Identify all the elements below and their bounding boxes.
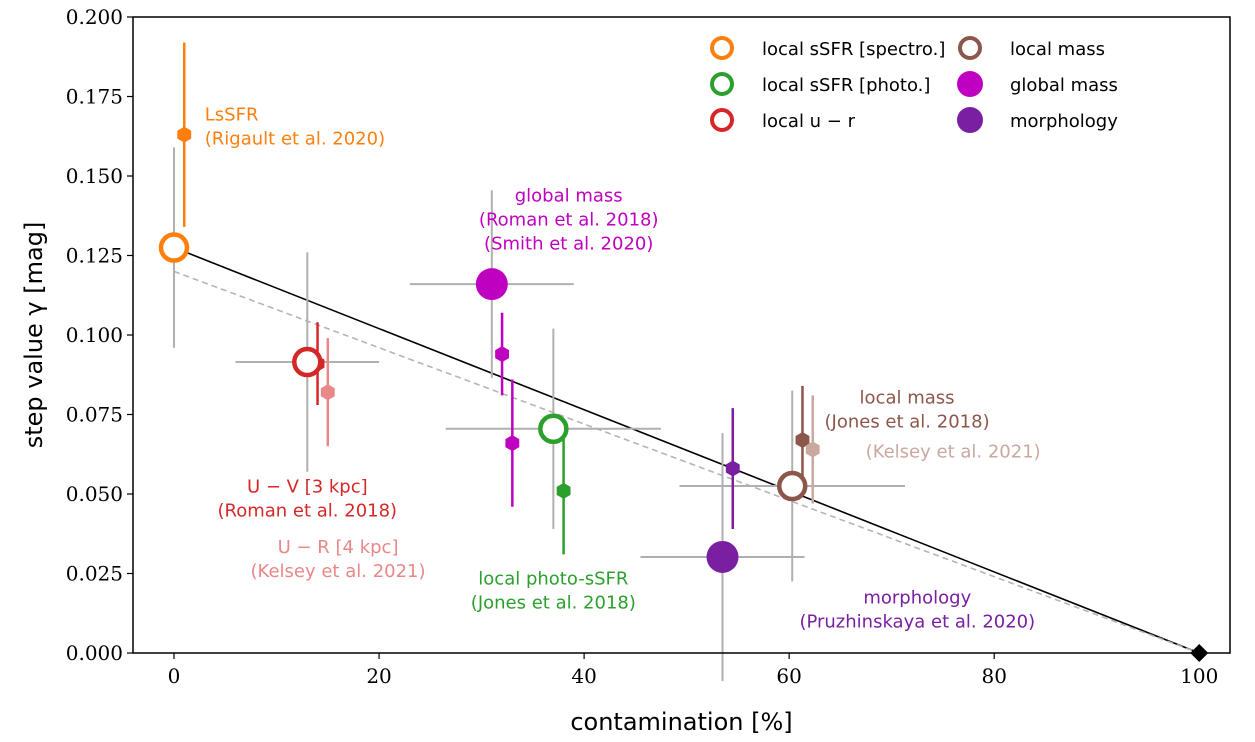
legend-marker — [957, 107, 983, 133]
y-tick-label: 0.000 — [66, 641, 123, 665]
annotation-line: local photo-sSFR — [478, 569, 628, 590]
legend: local sSFR [spectro.] local sSFR [photo.]… — [710, 36, 1118, 133]
annotation-line: (Jones et al. 2018) — [471, 593, 636, 614]
annotation: global mass (Roman et al. 2018) (Smith et … — [479, 185, 659, 254]
legend-marker — [958, 36, 982, 60]
legend-marker — [710, 36, 734, 60]
y-tick-label: 0.025 — [66, 562, 123, 586]
legend-label: local u − r — [762, 111, 856, 132]
fit-line — [173, 246, 1200, 654]
annotation-line: (Roman et al. 2018) — [217, 500, 397, 521]
open-circle-point — [292, 346, 323, 378]
x-axis-title: contamination [%] — [570, 708, 792, 736]
annotation-line: U − R [4 kpc] — [278, 537, 399, 558]
legend-marker — [710, 108, 734, 132]
legend-label: morphology — [1010, 111, 1118, 132]
legend-marker — [710, 72, 734, 96]
y-tick-label: 0.050 — [66, 482, 123, 506]
annotation-line: (Pruzhinskaya et al. 2020) — [799, 612, 1035, 633]
y-tick-label: 0.150 — [66, 164, 123, 188]
annotation-line: (Smith et al. 2020) — [484, 233, 653, 254]
annotation-line: morphology — [863, 588, 971, 609]
open-circle-point — [538, 413, 569, 445]
x-tick-label: 0 — [168, 664, 181, 688]
x-tick-label: 60 — [776, 664, 801, 688]
y-tick-label: 0.100 — [66, 323, 123, 347]
annotation: U − V [3 kpc] (Roman et al. 2018) — [217, 476, 397, 521]
legend-label: global mass — [1010, 75, 1118, 96]
annotation: LsSFR (Rigault et al. 2020) — [205, 104, 385, 149]
reference-lines — [173, 246, 1200, 654]
annotation: morphology (Pruzhinskaya et al. 2020) — [799, 588, 1035, 633]
filled-circle-point — [706, 540, 739, 573]
annotation-line: global mass — [515, 185, 623, 206]
annotations: LsSFR (Rigault et al. 2020) U − V [3 kpc] (… — [205, 104, 1041, 632]
annotation: U − R [4 kpc] (Kelsey et al. 2021) — [251, 537, 426, 582]
y-tick-label: 0.075 — [66, 403, 123, 427]
annotation-line: (Rigault et al. 2020) — [205, 128, 385, 149]
legend-marker — [957, 71, 983, 97]
legend-label: local mass — [1010, 39, 1105, 60]
x-tick-label: 20 — [366, 664, 391, 688]
axes: 0 20 40 60 80 100 0.000 0.025 0.050 0.075 0.100 0.1… — [66, 5, 1219, 688]
annotation-line: U − V [3 kpc] — [247, 476, 368, 497]
hexagon-point — [805, 441, 820, 458]
annotation: local photo-sSFR (Jones et al. 2018) — [471, 569, 636, 614]
filled-circle-point — [475, 268, 508, 301]
open-circle-point — [158, 232, 190, 263]
annotation-line: local mass — [860, 387, 955, 408]
hexagon-point — [320, 384, 335, 401]
legend-label: local sSFR [spectro.] — [762, 39, 945, 60]
annotation: local mass (Jones et al. 2018) — [825, 387, 990, 432]
y-tick-label: 0.175 — [66, 85, 123, 109]
dashed-line — [173, 270, 1200, 654]
x-tick-label: 80 — [981, 664, 1006, 688]
annotation-line: (Kelsey et al. 2021) — [866, 441, 1041, 462]
annotation-line: (Jones et al. 2018) — [825, 411, 990, 432]
hexagon-point — [556, 482, 571, 499]
annotation-line: LsSFR — [205, 104, 259, 125]
y-tick-label: 0.200 — [66, 5, 123, 29]
y-tick-label: 0.125 — [66, 244, 123, 268]
hexagon-point — [795, 431, 810, 448]
hexagon-point — [495, 346, 510, 363]
annotation-line: (Kelsey et al. 2021) — [251, 561, 426, 582]
legend-label: local sSFR [photo.] — [762, 75, 930, 96]
y-axis-title: step value γ [mag] — [20, 222, 48, 449]
annotation-line: (Roman et al. 2018) — [479, 209, 659, 230]
x-tick-label: 40 — [571, 664, 596, 688]
open-circle-point — [776, 470, 808, 502]
hexagon-point — [177, 126, 192, 143]
annotation: (Kelsey et al. 2021) — [866, 441, 1041, 462]
x-tick-label: 100 — [1180, 664, 1218, 688]
hexagon-point — [725, 460, 740, 477]
hexagon-point — [505, 435, 520, 452]
